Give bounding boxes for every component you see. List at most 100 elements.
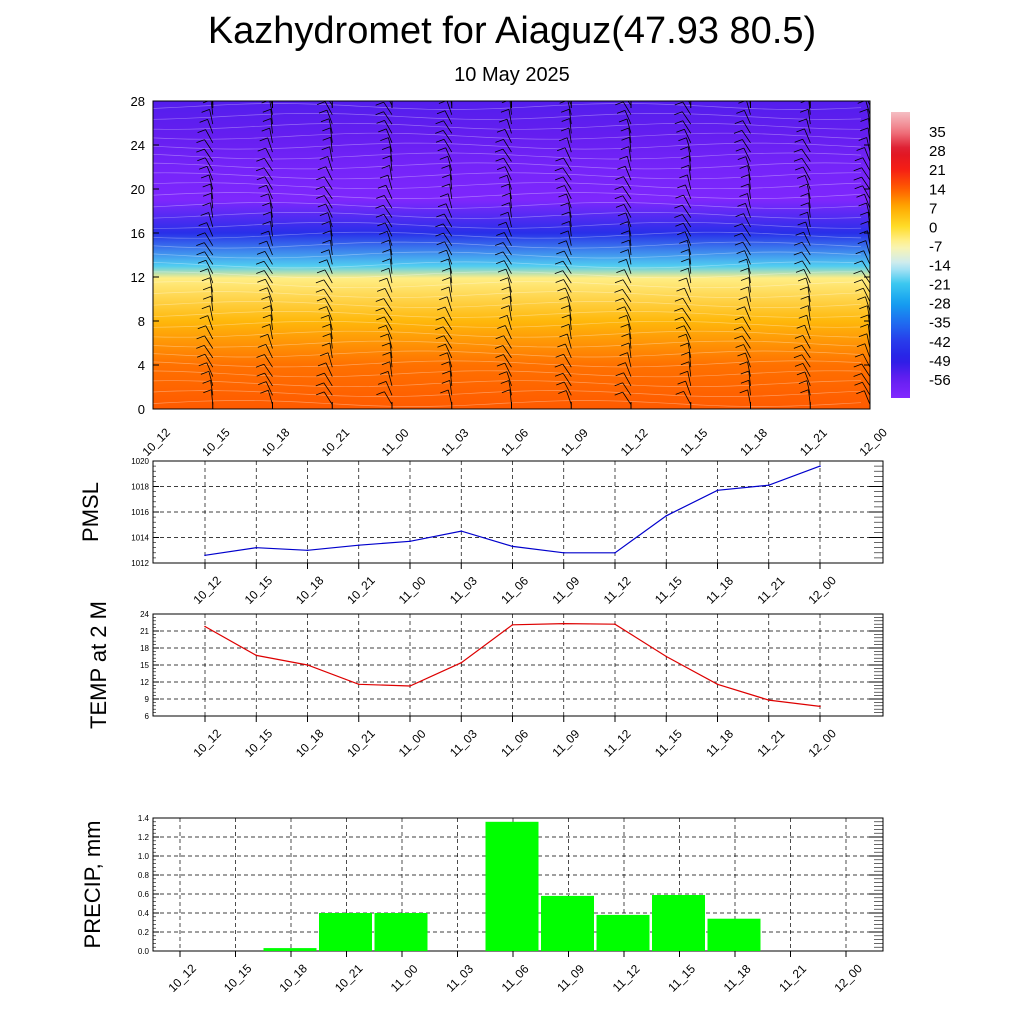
wind-barb — [746, 101, 751, 115]
wind-barb-flag — [439, 352, 448, 357]
wind-barb-flag — [675, 222, 684, 227]
wind-barb — [741, 130, 751, 144]
wind-barb — [806, 184, 811, 199]
wind-barb — [748, 277, 751, 293]
wind-barb-flag — [500, 305, 510, 309]
wind-barb-flag — [680, 164, 690, 169]
wind-barb — [267, 137, 273, 153]
wind-barb-flag — [379, 231, 388, 235]
wind-barb — [205, 129, 214, 143]
wind-barb-flag — [621, 136, 630, 141]
wind-barb — [864, 343, 870, 359]
wind-barb-flag — [321, 146, 330, 151]
colorbar-label: -49 — [929, 353, 951, 370]
wind-barb — [447, 156, 453, 171]
wind-barb — [388, 268, 393, 284]
wind-barb-flag — [196, 242, 205, 246]
wind-barb — [326, 259, 333, 274]
wind-barb-flag — [317, 203, 326, 208]
wind-barb-flag — [318, 259, 328, 264]
wind-barb-flag — [556, 381, 565, 386]
wind-barb — [627, 352, 632, 368]
wind-barb-flag — [860, 323, 869, 328]
wind-barb-flag — [256, 372, 265, 377]
wind-barb — [622, 279, 632, 293]
wind-barb — [623, 204, 632, 218]
wind-barb-flag — [561, 211, 570, 216]
temperature-cross-section: 0 4 8 12 16 20 24 28 10_12 10_15 10_18 10_21 11_00 11… — [131, 94, 891, 459]
wind-barb-flag — [256, 270, 265, 274]
x-tick-label: 11_12 — [610, 962, 643, 995]
wind-barb-flag — [858, 202, 867, 207]
data-point — [665, 655, 668, 658]
wind-barb-flag — [617, 362, 626, 366]
wind-barb — [389, 361, 393, 377]
wind-barb-flag — [435, 223, 444, 228]
wind-barb — [688, 258, 692, 274]
wind-barb-flag — [555, 176, 564, 181]
wind-barb-flag — [376, 391, 385, 396]
wind-barb-flag — [435, 232, 444, 237]
wind-barb-flag — [315, 382, 324, 387]
y-axis-label: TEMP at 2 M — [86, 601, 111, 729]
wind-barb-flag — [617, 165, 626, 170]
wind-barb-flag — [378, 277, 388, 282]
wind-barb — [801, 158, 811, 172]
wind-barb-flag — [381, 361, 391, 366]
wind-barb-flag — [554, 260, 564, 265]
wind-barb-flag — [560, 323, 570, 328]
contour-line — [153, 122, 862, 130]
wind-barb — [265, 147, 273, 162]
x-tick-label: 10_21 — [344, 573, 378, 607]
wind-barb-flag — [615, 176, 624, 180]
wind-barb — [682, 214, 692, 228]
y-tick-label: 1020 — [131, 457, 149, 466]
wind-barb — [865, 296, 870, 312]
y-tick-label: 24 — [131, 138, 145, 153]
wind-barb — [209, 109, 214, 125]
wind-barb — [565, 287, 572, 302]
wind-barb — [504, 166, 512, 181]
wind-barb — [264, 354, 273, 368]
wind-barb — [741, 223, 751, 237]
wind-barb — [263, 167, 273, 181]
colorbar-label: 21 — [929, 162, 946, 179]
wind-barb-flag — [197, 259, 207, 264]
wind-barb — [267, 334, 273, 349]
wind-barb-flag — [318, 109, 328, 114]
wind-barb-flag — [618, 315, 627, 319]
wind-barb-flag — [856, 147, 865, 151]
wind-barb — [622, 298, 632, 312]
wind-barb — [564, 147, 572, 162]
wind-barb — [503, 157, 512, 172]
y-tick-label: 20 — [131, 182, 145, 197]
x-tick-label: 11_06 — [498, 727, 531, 760]
wind-barb — [210, 380, 214, 396]
wind-barb-flag — [495, 242, 504, 246]
data-point — [255, 546, 258, 549]
wind-barb — [741, 335, 751, 349]
wind-barb — [153, 226, 154, 227]
wind-barb — [387, 333, 393, 349]
wind-barb-flag — [315, 288, 325, 293]
contour-line — [153, 311, 862, 318]
wind-barb — [325, 203, 333, 218]
wind-barb — [806, 315, 811, 330]
wind-barb — [269, 202, 273, 218]
wind-barb-flag — [500, 108, 510, 113]
wind-barb — [685, 380, 692, 396]
wind-barb — [804, 371, 811, 387]
wind-barb — [569, 221, 572, 237]
wind-barb-flag — [799, 286, 809, 291]
wind-barb-flag — [794, 138, 803, 143]
wind-barb-flag — [679, 370, 688, 375]
wind-barb-flag — [320, 249, 330, 254]
wind-barb-flag — [494, 251, 504, 256]
wind-barb — [267, 390, 273, 405]
wind-barb-flag — [202, 202, 211, 207]
wind-barb-flag — [259, 287, 268, 292]
wind-barb — [507, 212, 512, 228]
wind-barb-flag — [674, 101, 683, 106]
y-tick-label: 0.6 — [138, 890, 150, 899]
wind-barb-flag — [620, 323, 629, 328]
